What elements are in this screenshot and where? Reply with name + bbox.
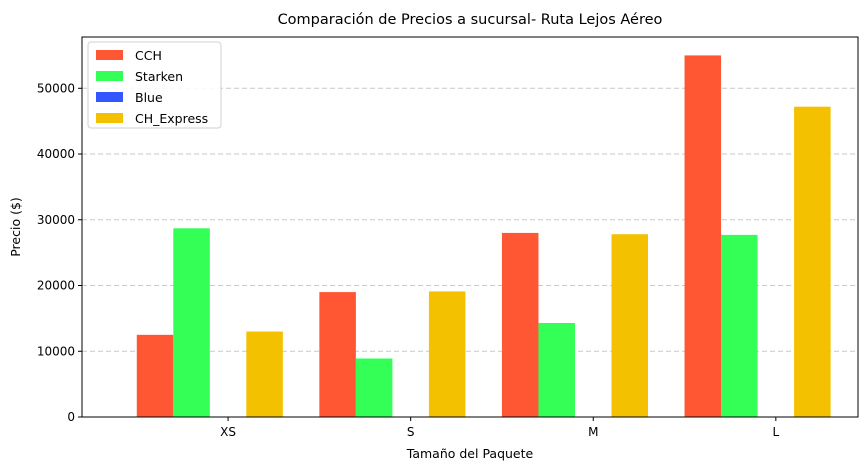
- bar-ch_express-s: [428, 291, 466, 417]
- chart-title: Comparación de Precios a sucursal- Ruta …: [278, 12, 663, 28]
- legend-swatch-blue: [96, 92, 123, 102]
- x-tick-label: S: [407, 425, 415, 439]
- legend-swatch-ch_express: [96, 113, 123, 123]
- y-tick-label: 20000: [37, 279, 75, 293]
- legend: CCH Starken Blue CH_Express: [87, 41, 222, 129]
- bar-starken-m: [538, 322, 575, 417]
- x-axis: XS S M L: [220, 417, 779, 439]
- bar-ch_express-m: [611, 234, 649, 417]
- x-tick-label: L: [772, 425, 779, 439]
- y-axis: 0 10000 20000 30000 40000 50000: [37, 81, 82, 424]
- legend-label-starken: Starken: [135, 69, 183, 84]
- y-tick-label: 0: [67, 410, 75, 424]
- y-tick-label: 40000: [37, 147, 75, 161]
- legend-swatch-cch: [96, 50, 123, 60]
- bar-cch-xs: [136, 334, 174, 417]
- y-axis-label: Precio ($): [8, 197, 23, 257]
- x-tick-label: M: [588, 425, 598, 439]
- bar-ch_express-xs: [246, 331, 283, 417]
- legend-box: [87, 41, 222, 129]
- bar-cch-s: [319, 292, 356, 417]
- bars: [136, 55, 831, 418]
- bar-starken-l: [721, 234, 758, 417]
- bar-cch-m: [501, 232, 539, 417]
- legend-label-cch: CCH: [135, 48, 162, 63]
- x-tick-label: XS: [220, 425, 236, 439]
- y-tick-label: 10000: [37, 344, 75, 358]
- bar-starken-xs: [173, 228, 210, 417]
- x-axis-label: Tamaño del Paquete: [406, 446, 534, 461]
- bar-cch-l: [684, 55, 722, 418]
- plot-frame: [81, 36, 859, 418]
- bar-starken-s: [355, 358, 393, 417]
- grid-lines: [82, 87, 858, 352]
- y-tick-label: 30000: [37, 213, 75, 227]
- legend-label-ch_express: CH_Express: [135, 111, 208, 126]
- legend-label-blue: Blue: [135, 90, 163, 105]
- y-tick-label: 50000: [37, 81, 75, 95]
- legend-swatch-starken: [96, 71, 123, 81]
- bar-ch_express-l: [794, 106, 831, 417]
